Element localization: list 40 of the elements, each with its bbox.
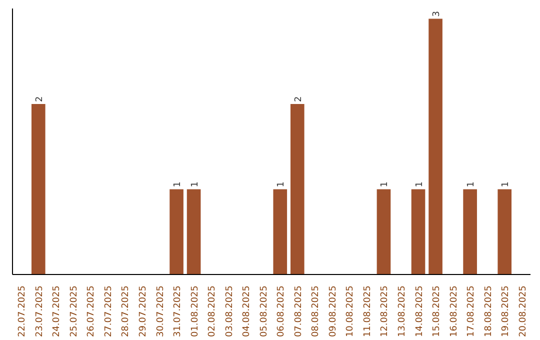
x-tick-label: 08.08.2025 [311,286,322,338]
x-tick-label: 10.08.2025 [346,286,356,338]
x-tick-label: 17.08.2025 [466,286,477,338]
x-tick-label: 23.07.2025 [34,286,45,338]
data-label: 1 [276,182,287,188]
data-label: 2 [34,96,45,102]
x-tick-label: 12.08.2025 [380,286,390,338]
x-tick-label: 31.07.2025 [173,286,184,338]
x-tick-label: 14.08.2025 [414,286,425,338]
data-label: 1 [380,182,390,188]
data-label: 1 [501,182,512,188]
x-tick-label: 05.08.2025 [259,286,270,338]
x-tick-label: 25.07.2025 [69,286,80,338]
data-label: 1 [466,182,477,188]
x-tick-label: 13.08.2025 [398,286,408,338]
x-tick-label: 22.07.2025 [18,286,28,338]
x-tick-label: 03.08.2025 [224,286,235,338]
data-label: 2 [294,96,304,102]
x-tick-label: 07.08.2025 [294,286,304,338]
x-tick-label: 01.08.2025 [190,286,200,338]
x-tick-label: 19.08.2025 [501,286,512,338]
x-tick-label: 28.07.2025 [121,286,132,338]
x-tick-label: 04.08.2025 [242,286,252,338]
x-tick-label: 20.08.2025 [518,286,528,338]
data-label: 1 [173,182,184,188]
x-tick-label: 02.08.2025 [208,286,218,338]
x-tick-label: 11.08.2025 [362,286,373,338]
x-tick-label: 16.08.2025 [449,286,460,338]
x-tick-label: 29.07.2025 [138,286,148,338]
x-tick-label: 24.07.2025 [52,286,62,338]
x-tick-label: 26.07.2025 [86,286,97,338]
x-tick-label: 06.08.2025 [276,286,287,338]
x-tick-label: 18.08.2025 [484,286,494,338]
x-tick-label: 27.07.2025 [104,286,114,338]
x-tick-label: 09.08.2025 [328,286,338,338]
data-label: 3 [432,10,442,17]
x-tick-label: 30.07.2025 [156,286,166,338]
x-tick-label: 15.08.2025 [432,286,442,338]
data-label: 1 [414,182,425,188]
data-label: 1 [190,182,200,188]
